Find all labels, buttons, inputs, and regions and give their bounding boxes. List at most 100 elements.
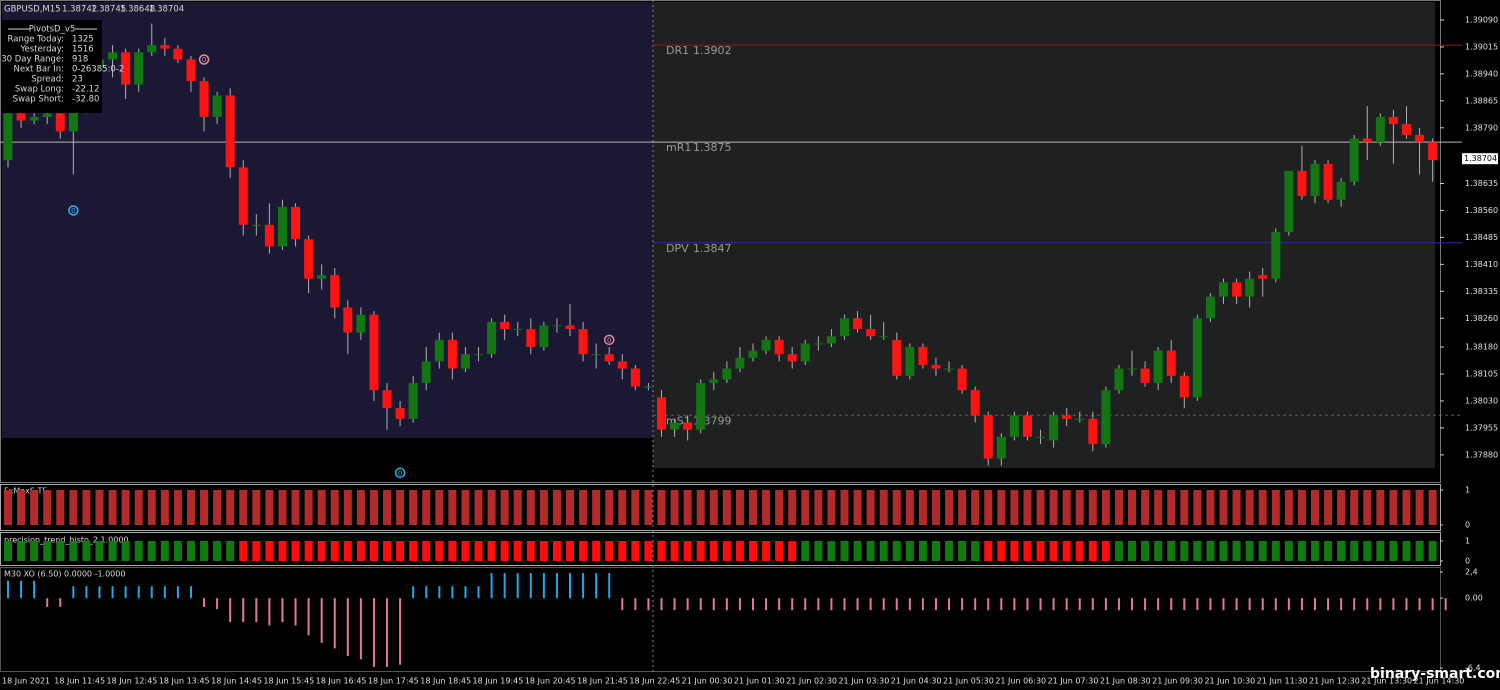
histogram-bar <box>412 586 415 599</box>
histogram-bar <box>291 541 300 561</box>
histogram-bar <box>1261 598 1264 611</box>
histogram-bar <box>696 490 705 525</box>
histogram-bar <box>634 598 637 611</box>
candle-body <box>1153 350 1163 383</box>
histogram-bar <box>670 541 679 561</box>
histogram-bar <box>422 490 431 525</box>
histogram-bar <box>503 573 506 599</box>
histogram-bar <box>1049 490 1058 525</box>
histogram-bar <box>383 541 392 561</box>
histogram-bar <box>582 573 585 599</box>
last-price-box <box>1462 153 1498 165</box>
histogram-bar <box>1402 541 1411 561</box>
histogram-bar <box>356 541 365 561</box>
info-value: 1516 <box>72 45 94 55</box>
candle-body <box>1297 170 1307 197</box>
histogram-bar <box>1141 541 1150 561</box>
signal-marker-label: 0 <box>202 56 206 64</box>
histogram-bar <box>1141 490 1150 525</box>
x-tick-label: 18 Jun 19:45 <box>473 677 524 686</box>
level-value: 1.3847 <box>693 242 732 255</box>
histogram-bar <box>69 541 78 561</box>
histogram-bar <box>709 490 718 525</box>
y-tick-label: 1.38105 <box>1465 369 1498 378</box>
candle-body <box>866 329 876 337</box>
candle-body <box>787 354 797 362</box>
histogram-bar <box>1444 598 1447 611</box>
candle-body <box>839 318 849 337</box>
histogram-bar <box>278 541 287 561</box>
x-tick-label: 18 Jun 14:45 <box>211 677 262 686</box>
candle-body <box>853 318 863 330</box>
histogram-bar <box>409 490 418 525</box>
candle-body <box>1049 415 1059 441</box>
y-tick-label: 1.37880 <box>1465 450 1498 459</box>
histogram-bar <box>435 490 444 525</box>
histogram-bar <box>383 490 392 525</box>
histogram-bar <box>98 586 101 599</box>
histogram-bar <box>1235 598 1238 611</box>
histogram-bar <box>1392 598 1395 611</box>
candle-body <box>29 117 39 121</box>
candle-body <box>317 275 327 279</box>
histogram-bar <box>657 541 666 561</box>
histogram-bar <box>529 573 532 599</box>
panel-title: M30 XO (6.50) 0.0000 -1.0000 <box>4 570 125 579</box>
histogram-bar <box>1128 541 1137 561</box>
candle-body <box>944 368 954 370</box>
histogram-bar <box>866 490 875 525</box>
histogram-bar <box>1157 598 1160 611</box>
histogram-bar <box>840 490 849 525</box>
histogram-bar <box>1428 541 1437 561</box>
histogram-bar <box>1248 598 1251 611</box>
histogram-bar <box>474 490 483 525</box>
histogram-bar <box>252 541 261 561</box>
info-value: -32.80 <box>72 95 99 105</box>
histogram-bar <box>396 541 405 561</box>
candle-body <box>277 206 287 247</box>
candle-body <box>212 95 222 118</box>
histogram-bar <box>330 541 339 561</box>
histogram-bar <box>791 598 794 611</box>
candle-body <box>670 422 680 430</box>
candle-body <box>1114 368 1124 391</box>
histogram-bar <box>134 541 143 561</box>
histogram-bar <box>984 541 993 561</box>
histogram-bar <box>226 490 235 525</box>
histogram-bar <box>1271 490 1280 525</box>
x-tick-label: 18 Jun 20:45 <box>525 677 576 686</box>
histogram-bar <box>1206 541 1215 561</box>
y-tick-label: 1.38410 <box>1465 260 1498 269</box>
candle-body <box>1388 117 1398 125</box>
panel-frame <box>0 484 1441 531</box>
info-label: Swap Short: <box>13 95 64 105</box>
histogram-bar <box>905 541 914 561</box>
candle-body <box>225 95 235 168</box>
histogram-bar <box>20 580 23 599</box>
histogram-bar <box>121 490 130 525</box>
histogram-bar <box>147 490 156 525</box>
histogram-bar <box>722 541 731 561</box>
histogram-bar <box>958 541 967 561</box>
histogram-bar <box>448 541 457 561</box>
histogram-bar <box>239 541 248 561</box>
histogram-bar <box>552 541 561 561</box>
histogram-bar <box>1114 490 1123 525</box>
histogram-bar <box>827 490 836 525</box>
histogram-bar <box>1284 541 1293 561</box>
candle-body <box>696 382 706 430</box>
histogram-bar <box>448 490 457 525</box>
histogram-bar <box>1324 541 1333 561</box>
histogram-bar <box>1258 541 1267 561</box>
candle-body <box>343 307 353 333</box>
histogram-bar <box>931 541 940 561</box>
histogram-bar <box>827 541 836 561</box>
histogram-bar <box>1350 541 1359 561</box>
histogram-bar <box>696 541 705 561</box>
histogram-bar <box>918 541 927 561</box>
histogram-bar <box>1415 490 1424 525</box>
info-title: PivotsD_v5 <box>29 25 76 35</box>
histogram-bar <box>778 598 781 611</box>
histogram-bar <box>516 573 519 599</box>
x-tick-label: 18 Jun 17:45 <box>368 677 419 686</box>
